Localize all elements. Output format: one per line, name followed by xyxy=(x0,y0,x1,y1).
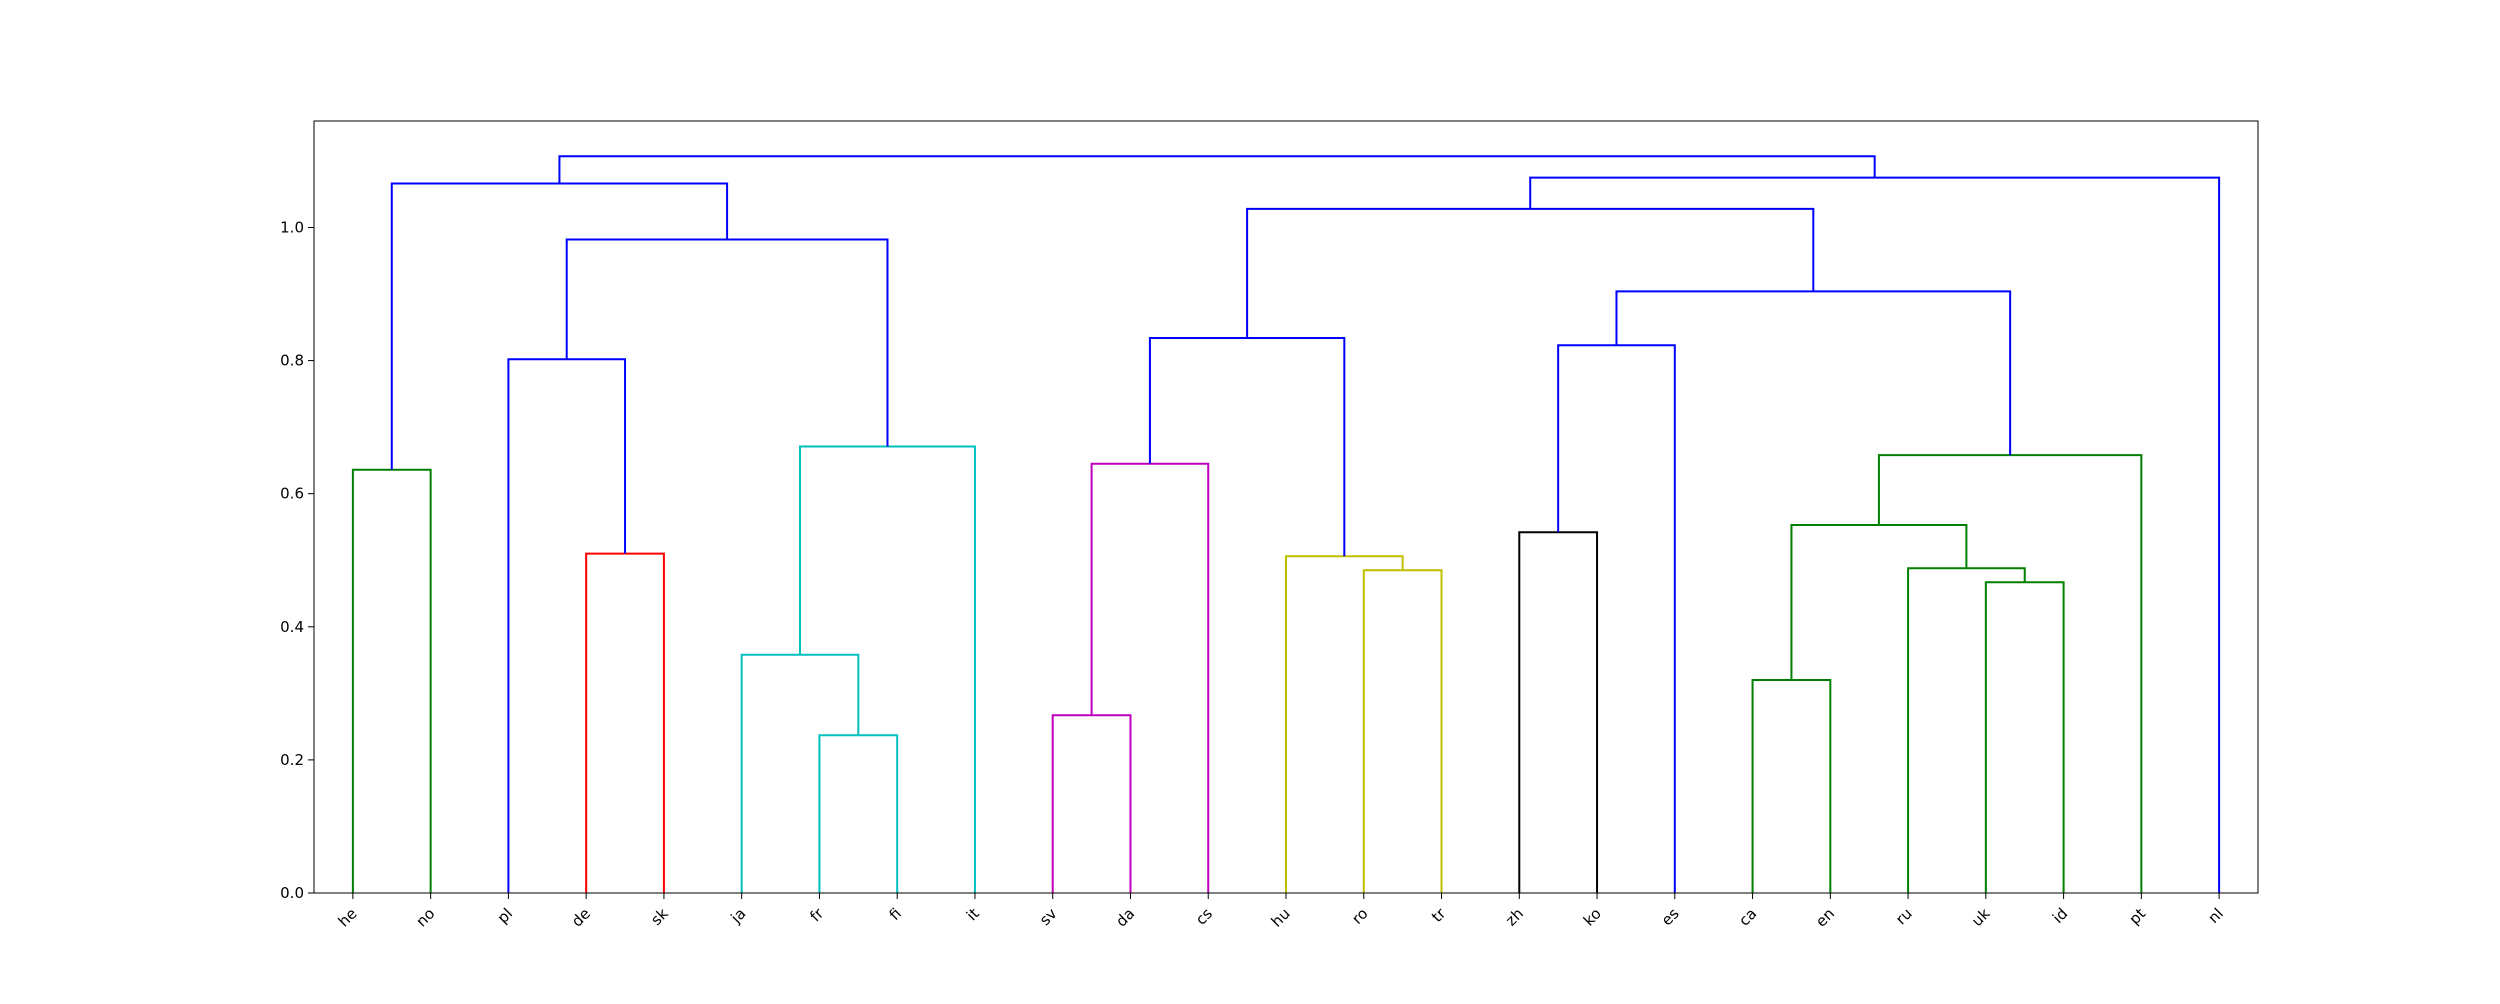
leaf-label-he: he xyxy=(335,905,361,931)
dendrogram-link-3 xyxy=(740,653,860,893)
y-tick-label: 0.0 xyxy=(280,884,304,902)
leaf-label-ca: ca xyxy=(1735,905,1760,930)
leaf-label-fr: fr xyxy=(806,904,827,925)
leaf-label-it: it xyxy=(963,904,983,924)
dendrogram-link-15 xyxy=(507,358,627,893)
leaf-label-pt: pt xyxy=(2126,904,2150,928)
dendrogram-link-19 xyxy=(565,238,889,447)
leaf-label-id: id xyxy=(2049,905,2071,927)
dendrogram-link-21 xyxy=(390,182,729,470)
dendrogram-link-2 xyxy=(1051,714,1132,893)
dendrogram-link-10 xyxy=(1790,523,1968,681)
leaf-label-zh: zh xyxy=(1502,905,1527,930)
dendrogram-link-11 xyxy=(351,468,432,893)
dendrogram-link-13 xyxy=(1877,454,2143,893)
leaf-label-ro: ro xyxy=(1348,905,1371,928)
dendrogram-link-6 xyxy=(1907,567,2026,893)
y-tick-label: 0.2 xyxy=(280,751,304,769)
dendrogram-link-12 xyxy=(1090,462,1210,893)
leaf-label-ko: ko xyxy=(1580,905,1605,930)
leaf-label-en: en xyxy=(1812,905,1838,931)
dendrogram-link-22 xyxy=(1529,176,2221,893)
leaf-label-nl: nl xyxy=(2204,905,2226,927)
leaf-label-uk: uk xyxy=(1968,904,1994,930)
leaf-label-fi: fi xyxy=(886,905,905,924)
x-axis: he no pl de sk ja fr fi it sv da cs hu ro tr zh ko es ca en… xyxy=(335,893,2227,931)
leaf-label-de: de xyxy=(568,905,594,931)
dendrogram-link-17 xyxy=(1148,336,1346,557)
y-tick-label: 0.6 xyxy=(280,485,304,503)
leaf-label-sk: sk xyxy=(647,904,672,929)
y-tick-label: 1.0 xyxy=(280,218,304,236)
dendrogram-link-5 xyxy=(1362,569,1443,893)
links-layer xyxy=(351,155,2221,893)
leaf-label-sv: sv xyxy=(1036,904,1061,929)
dendrogram-link-23 xyxy=(558,155,1876,184)
dendrogram-link-9 xyxy=(1518,531,1599,893)
leaf-label-ja: ja xyxy=(727,905,750,928)
dendrogram-link-14 xyxy=(799,445,976,893)
y-tick-label: 0.8 xyxy=(280,352,304,370)
dendrogram-link-4 xyxy=(1984,581,2065,893)
leaf-label-ru: ru xyxy=(1892,905,1916,929)
leaf-label-es: es xyxy=(1658,904,1683,929)
leaf-label-cs: cs xyxy=(1192,904,1216,928)
leaf-label-da: da xyxy=(1112,905,1138,931)
dendrogram-link-16 xyxy=(1557,344,1676,893)
dendrogram-link-0 xyxy=(818,734,899,893)
dendrogram-link-1 xyxy=(1751,679,1832,893)
leaf-label-hu: hu xyxy=(1268,905,1294,931)
dendrogram-link-7 xyxy=(1285,555,1404,893)
leaf-label-pl: pl xyxy=(494,905,516,927)
leaf-label-no: no xyxy=(412,905,438,931)
dendrogram-link-20 xyxy=(1246,207,1815,338)
dendrogram-link-8 xyxy=(585,552,665,893)
y-tick-label: 0.4 xyxy=(280,618,304,636)
y-axis: 0.0 0.2 0.4 0.6 0.8 1.0 xyxy=(280,218,314,902)
leaf-label-tr: tr xyxy=(1428,904,1450,926)
